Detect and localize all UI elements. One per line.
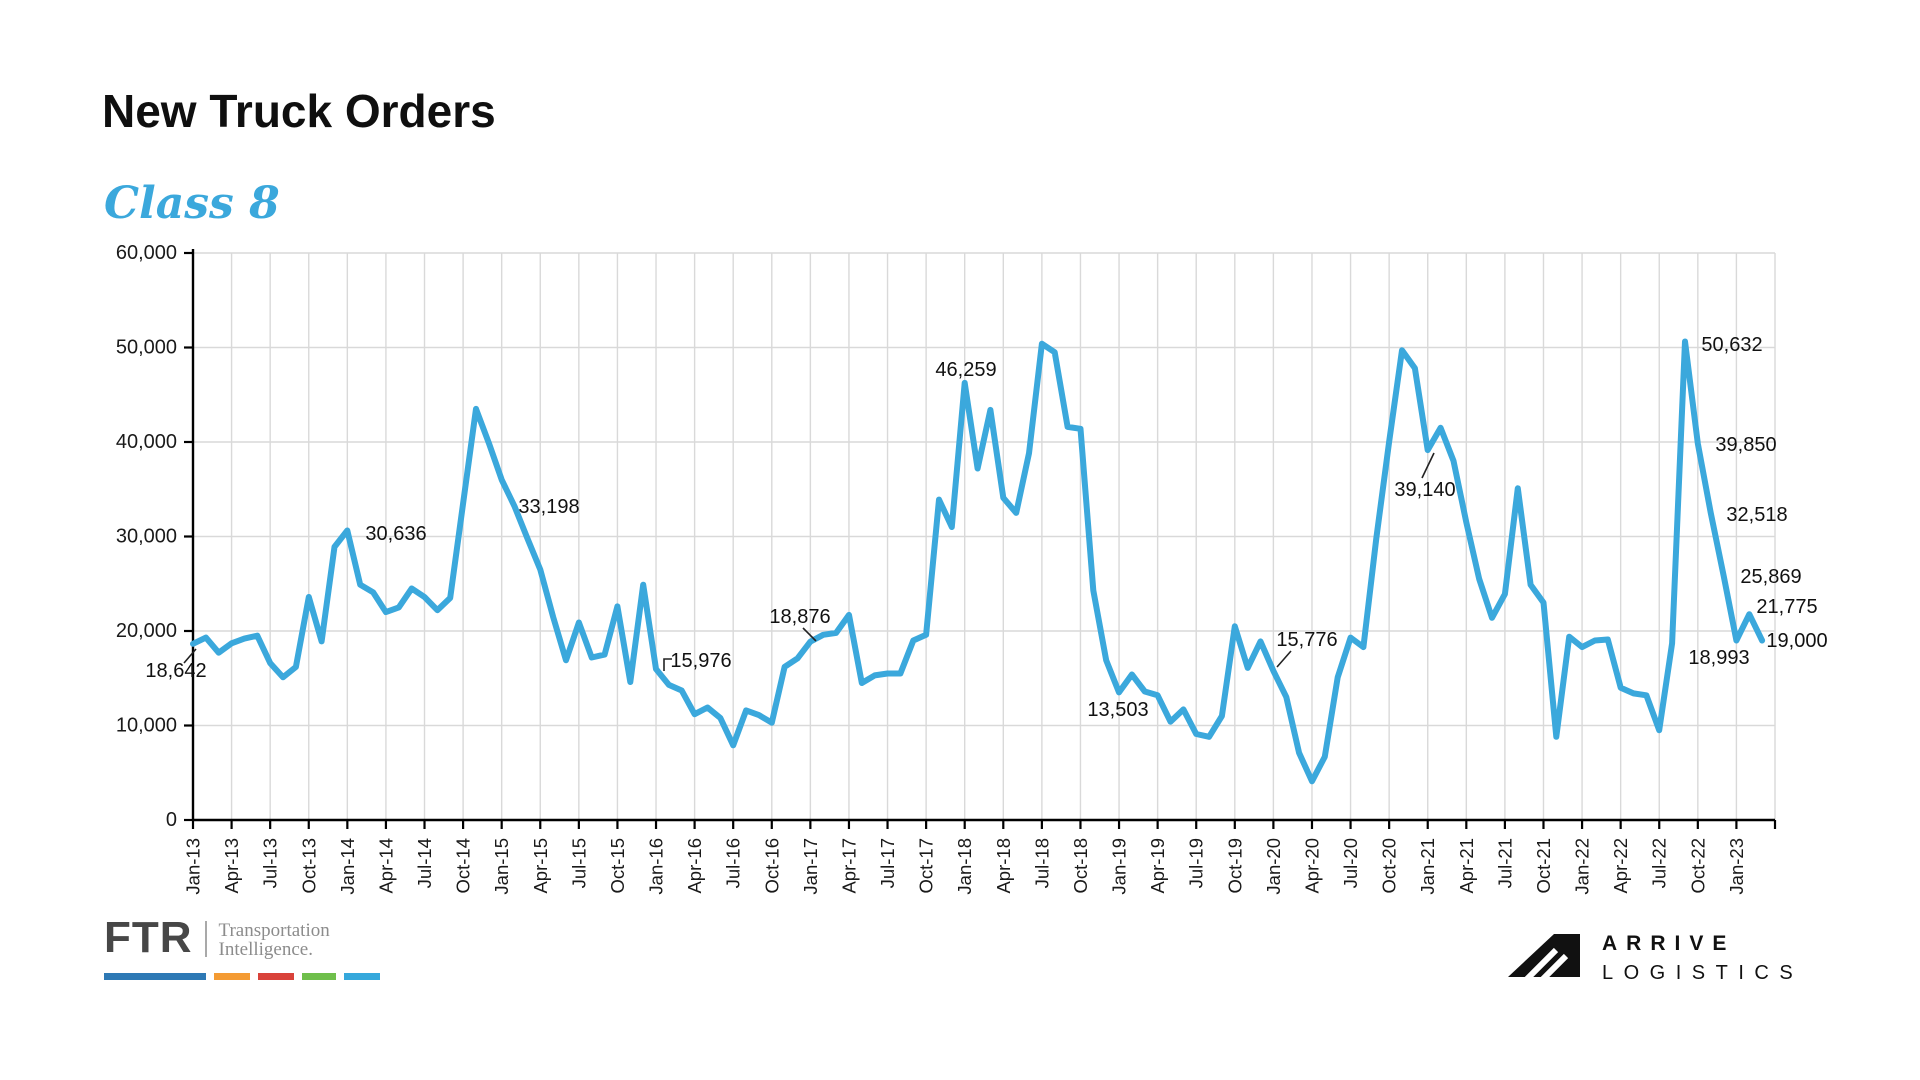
x-axis-tick-label: Jan-19 xyxy=(1109,838,1130,895)
x-axis-tick-label: Jan-16 xyxy=(646,838,667,895)
ftr-color-bar-segment xyxy=(258,973,294,980)
x-axis-tick-label: Oct-14 xyxy=(453,838,474,894)
y-axis-tick-label: 30,000 xyxy=(116,526,177,548)
annotation-leader-line xyxy=(1276,650,1292,668)
y-axis-tick-label: 40,000 xyxy=(116,431,177,453)
x-axis-tick-label: Oct-13 xyxy=(298,838,319,894)
data-point-label: 18,876 xyxy=(769,606,830,628)
annotation-leader-line xyxy=(1421,452,1435,479)
data-point-label: 30,636 xyxy=(365,523,426,545)
data-point-label: 21,775 xyxy=(1756,596,1817,618)
ftr-tagline: Transportation Intelligence. xyxy=(219,920,330,959)
x-axis-tick-label: Apr-16 xyxy=(684,838,705,894)
x-axis-tick-label: Oct-20 xyxy=(1379,838,1400,894)
ftr-logo: FTR Transportation Intelligence. xyxy=(104,913,404,990)
data-point-label: 13,503 xyxy=(1087,699,1148,721)
x-axis-tick-label: Apr-19 xyxy=(1147,838,1168,894)
x-axis-tick-label: Jan-15 xyxy=(491,838,512,895)
x-axis-tick-label: Apr-13 xyxy=(221,838,242,894)
x-axis-tick-label: Jul-20 xyxy=(1340,838,1361,888)
x-axis-tick-label: Oct-19 xyxy=(1224,838,1245,894)
data-point-label: 25,869 xyxy=(1740,566,1801,588)
x-axis-tick-label: Jan-21 xyxy=(1417,838,1438,895)
x-axis-tick-label: Jan-20 xyxy=(1263,838,1284,895)
x-axis-tick-label: Jan-14 xyxy=(337,838,358,895)
x-axis-tick-label: Jan-22 xyxy=(1572,838,1593,895)
x-axis-tick-label: Oct-21 xyxy=(1533,838,1554,894)
ftr-color-bar-segment xyxy=(344,973,380,980)
trend-line xyxy=(190,338,1766,785)
ftr-divider xyxy=(204,921,207,957)
arrive-wordmark-line2: LOGISTICS xyxy=(1602,962,1804,984)
x-axis-tick-label: Jul-22 xyxy=(1649,838,1670,888)
data-point-label: 46,259 xyxy=(935,359,996,381)
x-axis-tick-label: Apr-21 xyxy=(1456,838,1477,894)
data-point-label: 19,000 xyxy=(1766,630,1827,652)
y-axis-tick-label: 10,000 xyxy=(116,715,177,737)
x-axis-tick-label: Jan-13 xyxy=(183,838,204,895)
x-axis-tick-label: Oct-18 xyxy=(1070,838,1091,894)
x-axis-tick-label: Jul-14 xyxy=(414,838,435,888)
ftr-color-bar xyxy=(104,973,404,980)
y-axis-tick-label: 20,000 xyxy=(116,620,177,642)
y-axis-tick-label: 0 xyxy=(166,809,177,831)
data-point-label: 18,993 xyxy=(1688,647,1749,669)
data-point-label: 39,850 xyxy=(1715,434,1776,456)
annotation-leader-line xyxy=(663,658,672,671)
ftr-color-bar-segment xyxy=(214,973,250,980)
x-axis-tick-label: Apr-17 xyxy=(838,838,859,894)
x-axis-tick-label: Apr-18 xyxy=(993,838,1014,894)
y-axis-tick-label: 60,000 xyxy=(116,242,177,264)
data-point-label: 39,140 xyxy=(1394,479,1455,501)
annotation-leader-line xyxy=(802,627,817,642)
ftr-wordmark: FTR xyxy=(104,913,193,962)
data-point-label: 32,518 xyxy=(1726,504,1787,526)
arrive-wordmark-line1: ARRIVE xyxy=(1602,932,1736,955)
x-axis-tick-label: Apr-15 xyxy=(530,838,551,894)
x-axis-tick-label: Oct-17 xyxy=(916,838,937,894)
page-title: New Truck Orders xyxy=(102,85,496,137)
x-axis-tick-label: Jul-18 xyxy=(1031,838,1052,888)
x-axis-tick-label: Jul-17 xyxy=(877,838,898,888)
x-axis-tick-label: Jul-15 xyxy=(568,838,589,888)
x-axis-tick-label: Jan-17 xyxy=(800,838,821,895)
x-axis-tick-label: Apr-22 xyxy=(1610,838,1631,894)
y-axis-tick-label: 50,000 xyxy=(116,337,177,359)
x-axis-tick-label: Jan-18 xyxy=(954,838,975,895)
x-axis-tick-label: Oct-16 xyxy=(761,838,782,894)
x-axis-tick-label: Jul-21 xyxy=(1494,838,1515,888)
x-axis-tick-label: Jul-19 xyxy=(1186,838,1207,888)
x-axis-tick-label: Oct-15 xyxy=(607,838,628,894)
arrive-logo: ARRIVE LOGISTICS xyxy=(1506,930,1866,984)
x-axis-tick-label: Jul-16 xyxy=(723,838,744,888)
x-axis-tick-label: Apr-14 xyxy=(375,838,396,894)
x-axis-tick-label: Oct-22 xyxy=(1687,838,1708,894)
data-point-label: 33,198 xyxy=(518,496,579,518)
arrive-a-icon xyxy=(1508,934,1580,980)
ftr-color-bar-segment xyxy=(302,973,336,980)
ftr-tagline-line1: Transportation xyxy=(218,920,330,941)
data-point-label: 15,976 xyxy=(670,650,731,672)
chart-subtitle: Class 8 xyxy=(104,178,280,229)
data-point-label: 15,776 xyxy=(1276,629,1337,651)
x-axis-tick-label: Jul-13 xyxy=(260,838,281,888)
x-axis-tick-label: Jan-23 xyxy=(1726,838,1747,895)
x-axis-tick-label: Apr-20 xyxy=(1301,838,1322,894)
annotation-leader-line xyxy=(183,648,197,664)
ftr-tagline-line2: Intelligence. xyxy=(218,939,313,960)
ftr-color-bar-segment xyxy=(104,973,206,980)
data-point-label: 18,642 xyxy=(145,660,206,682)
data-point-label: 50,632 xyxy=(1701,334,1762,356)
